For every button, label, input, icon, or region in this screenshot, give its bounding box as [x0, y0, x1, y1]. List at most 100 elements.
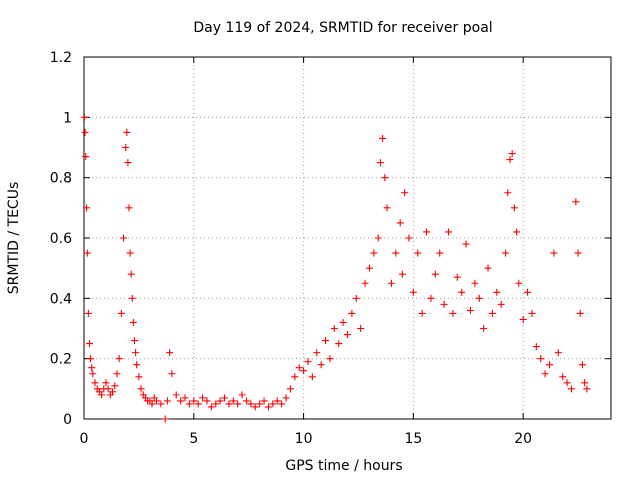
data-point	[440, 300, 448, 308]
data-point	[510, 204, 518, 212]
data-point	[330, 325, 338, 332]
data-point	[124, 159, 132, 167]
data-point	[418, 309, 426, 317]
data-point	[365, 264, 373, 272]
data-point	[87, 355, 95, 363]
data-point	[409, 288, 417, 296]
data-point	[123, 128, 131, 136]
data-point	[172, 391, 180, 399]
data-point	[89, 370, 97, 378]
data-point	[127, 270, 135, 278]
data-point	[458, 288, 466, 296]
data-point	[352, 294, 360, 302]
data-point	[550, 249, 558, 257]
data-point	[335, 340, 343, 348]
data-point	[291, 373, 299, 381]
data-point	[152, 397, 160, 405]
data-point	[488, 309, 496, 317]
data-point	[120, 234, 128, 242]
data-point	[567, 385, 575, 393]
data-point	[576, 309, 584, 317]
data-point	[177, 397, 185, 405]
data-point	[581, 379, 589, 387]
data-point	[541, 370, 549, 378]
data-point	[392, 249, 400, 257]
data-point	[181, 394, 189, 402]
data-point	[370, 249, 378, 257]
data-point	[322, 337, 330, 345]
data-point	[278, 400, 286, 408]
data-point	[168, 370, 176, 378]
data-point	[546, 361, 554, 369]
data-point	[282, 394, 290, 402]
data-point	[462, 240, 470, 248]
data-point	[475, 294, 483, 302]
data-point	[212, 400, 220, 408]
data-point	[221, 394, 229, 402]
data-point	[207, 403, 215, 411]
x-axis-label: GPS time / hours	[285, 458, 402, 474]
data-point	[348, 309, 356, 317]
data-point	[161, 415, 169, 423]
y-tick-label: 1	[63, 110, 72, 126]
data-point	[269, 400, 277, 408]
data-point	[234, 400, 242, 408]
plot-frame	[83, 56, 612, 420]
data-point	[82, 153, 90, 161]
data-point	[515, 279, 523, 287]
data-point	[260, 397, 268, 405]
data-point	[104, 385, 112, 393]
data-point	[574, 249, 582, 257]
data-point	[502, 249, 510, 257]
data-point	[238, 391, 246, 399]
data-point	[135, 373, 143, 381]
x-tick-label: 5	[189, 431, 198, 447]
data-point	[137, 385, 145, 393]
data-point	[313, 349, 321, 357]
data-point	[264, 403, 272, 411]
data-point	[85, 340, 93, 348]
y-tick-label: 0.8	[50, 171, 72, 187]
data-point	[125, 204, 133, 212]
data-point	[398, 270, 406, 278]
data-point	[157, 400, 165, 408]
data-point	[88, 364, 96, 372]
data-point	[519, 315, 527, 323]
y-axis-label: SRMTID / TECUs	[6, 182, 22, 295]
data-point	[504, 189, 512, 197]
data-point	[148, 400, 156, 408]
data-point	[379, 134, 387, 142]
data-point	[131, 337, 139, 345]
data-point	[361, 279, 369, 287]
data-point	[80, 113, 88, 121]
data-point	[117, 309, 125, 317]
data-point	[405, 234, 413, 242]
data-point	[387, 279, 395, 287]
data-point	[508, 150, 516, 158]
data-point	[471, 279, 479, 287]
data-point	[559, 373, 567, 381]
data-point	[190, 397, 198, 405]
data-point	[242, 397, 250, 405]
data-point	[524, 288, 532, 296]
data-point	[273, 397, 281, 405]
data-point	[578, 361, 586, 369]
data-point	[484, 264, 492, 272]
data-point	[199, 394, 207, 402]
y-tick-label: 0	[63, 412, 72, 428]
axis-ticks	[83, 56, 611, 420]
data-point	[163, 397, 171, 405]
data-point	[537, 355, 545, 363]
data-point	[583, 385, 591, 393]
data-point	[286, 385, 294, 393]
data-point	[497, 300, 505, 308]
data-point	[513, 228, 521, 236]
y-tick-label: 1.2	[50, 50, 72, 66]
x-tick-label: 10	[295, 431, 313, 447]
data-point	[453, 273, 461, 281]
data-point	[83, 249, 91, 257]
data-point	[480, 325, 488, 332]
data-point	[300, 367, 308, 375]
data-point	[308, 373, 316, 381]
